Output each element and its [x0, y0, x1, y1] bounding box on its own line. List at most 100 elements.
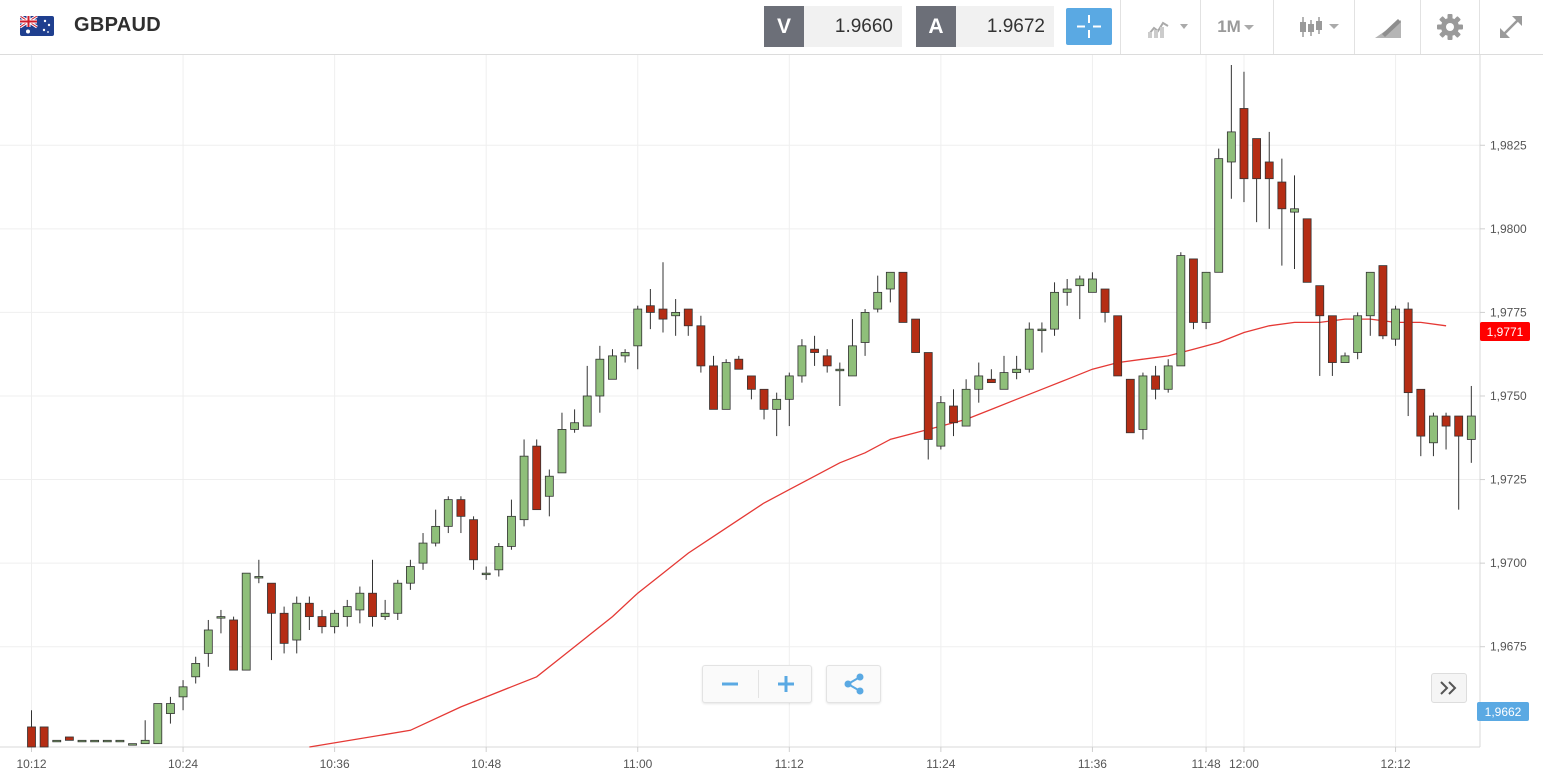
y-tick-label: 1,9675 — [1490, 640, 1527, 654]
timeframe-label: 1M — [1217, 17, 1241, 36]
candle — [267, 582, 276, 661]
plus-icon — [778, 676, 794, 692]
candle — [1277, 158, 1287, 266]
settings-button[interactable] — [1422, 0, 1478, 54]
candle — [115, 739, 125, 743]
candle-body — [1012, 368, 1022, 373]
candle-body — [153, 703, 163, 745]
candle — [633, 305, 643, 370]
candle — [772, 392, 782, 437]
candle — [380, 599, 390, 620]
candle — [1429, 412, 1438, 457]
candle — [39, 726, 49, 748]
zoom-out-button[interactable] — [703, 666, 757, 702]
toolbar-divider — [1120, 0, 1121, 54]
candle — [1151, 365, 1160, 400]
candle-body — [860, 312, 870, 343]
y-axis: 1,9675 1,9700 1,9725 1,9750 1,9775 1,9800 1,98… — [1480, 138, 1527, 654]
candle — [1037, 322, 1047, 353]
candle — [582, 365, 592, 427]
candle — [166, 696, 175, 724]
candle — [1353, 312, 1363, 360]
candle-body — [304, 602, 314, 618]
candle-body — [102, 739, 112, 743]
candle — [64, 736, 74, 741]
y-tick-label: 1,9825 — [1490, 138, 1527, 152]
sell-quote-button[interactable]: V 1.9660 — [764, 6, 902, 47]
candle-body — [835, 368, 845, 372]
candle — [608, 349, 617, 380]
candle-body — [52, 739, 62, 743]
candle — [1403, 302, 1413, 417]
candle — [52, 739, 62, 743]
timeframe-button[interactable]: 1M — [1202, 0, 1272, 54]
candle-body — [974, 375, 984, 390]
candle — [1125, 378, 1135, 434]
gear-icon — [1437, 14, 1463, 40]
scroll-to-latest-button[interactable] — [1431, 673, 1467, 703]
candle-body — [317, 616, 327, 628]
candle-body — [645, 305, 655, 313]
candle-body — [923, 352, 933, 440]
candle — [216, 609, 226, 634]
candle — [355, 586, 365, 624]
candle-body — [1088, 278, 1097, 293]
buy-price: 1.9672 — [956, 6, 1054, 47]
candle — [292, 596, 302, 654]
candle — [393, 579, 403, 620]
y-tick-label: 1,9700 — [1490, 556, 1527, 570]
candle — [911, 318, 920, 353]
candlestick-chart[interactable]: 1,9675 1,9700 1,9725 1,9750 1,9775 1,9800 1,98… — [0, 55, 1543, 781]
chevron-down-icon — [1243, 25, 1254, 30]
buy-quote-button[interactable]: A 1.9672 — [916, 6, 1054, 47]
candle — [77, 739, 87, 743]
x-tick-label: 10:12 — [16, 757, 46, 771]
candles-layer — [27, 65, 1476, 748]
candle — [1327, 315, 1337, 376]
candle — [1365, 271, 1375, 336]
candle — [923, 352, 933, 460]
zoom-in-button[interactable] — [759, 666, 813, 702]
candle-body — [519, 455, 529, 521]
candle-body — [1189, 258, 1198, 323]
crosshair-button[interactable] — [1066, 8, 1112, 45]
share-button[interactable] — [827, 666, 881, 702]
candle-body — [203, 629, 213, 654]
candle-body — [355, 592, 365, 611]
candle-style-button[interactable] — [1275, 0, 1353, 54]
candle-body — [115, 739, 125, 743]
candle — [835, 362, 845, 407]
candle-body — [873, 291, 883, 310]
candle — [431, 509, 441, 547]
candle-body — [1050, 291, 1059, 330]
crosshair-icon — [1077, 15, 1101, 38]
candle — [570, 409, 579, 433]
candle — [873, 275, 883, 313]
x-tick-label: 11:00 — [623, 757, 652, 771]
toolbar-divider — [1200, 0, 1201, 54]
candle — [27, 710, 36, 748]
candle — [645, 289, 655, 330]
candle-body — [191, 663, 201, 678]
candle-body — [721, 362, 731, 410]
fullscreen-button[interactable] — [1481, 0, 1541, 54]
candle — [507, 499, 516, 550]
chart-type-button[interactable] — [1122, 0, 1202, 54]
toolbar-divider — [1420, 0, 1421, 54]
drawing-tools-button[interactable] — [1356, 0, 1420, 54]
candle-body — [633, 308, 643, 347]
candle — [696, 315, 706, 373]
candle-body — [1062, 288, 1072, 293]
candle — [1176, 252, 1186, 367]
candle — [1315, 285, 1325, 376]
candle-body — [1163, 365, 1173, 390]
candle — [469, 516, 478, 570]
candle — [90, 739, 100, 743]
candle-body — [544, 475, 554, 497]
y-tick-label: 1,9725 — [1490, 473, 1527, 487]
candle — [961, 379, 971, 427]
candle — [405, 559, 415, 590]
candle — [822, 349, 832, 373]
candle-body — [279, 612, 289, 644]
candle-body — [1024, 328, 1034, 370]
